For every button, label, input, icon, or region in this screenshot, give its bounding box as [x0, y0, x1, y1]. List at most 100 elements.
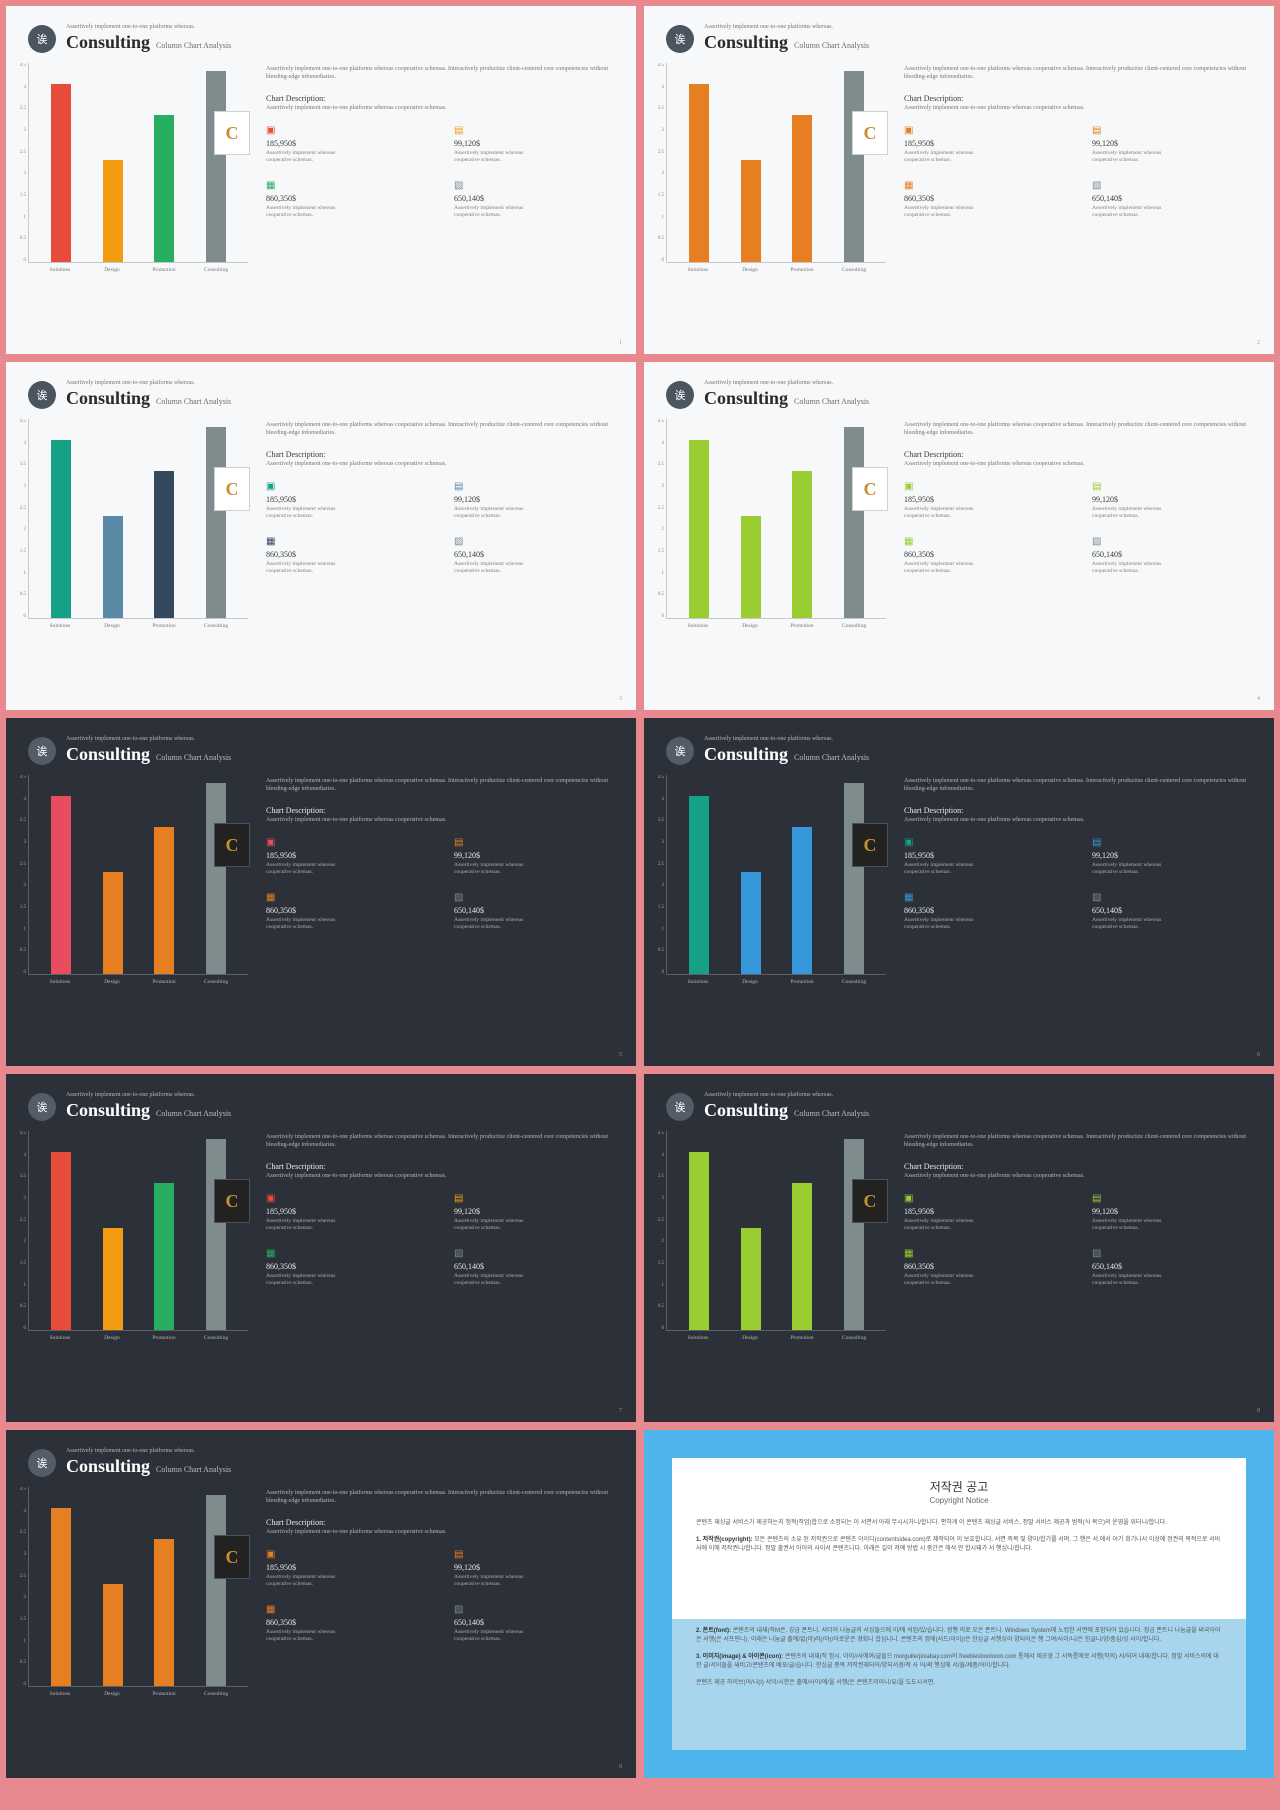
title-row: ConsultingColumn Chart Analysis	[704, 1100, 1252, 1121]
header-text: Assertively implement one-to-one platfor…	[704, 1092, 1252, 1121]
stat-item: ▦860,350$Assertively implement whereasco…	[266, 180, 426, 219]
chart-bar	[206, 1139, 226, 1330]
bar-wrap	[142, 827, 188, 974]
tagline: Assertively implement one-to-one platfor…	[66, 1448, 614, 1454]
bar-wrap	[193, 71, 239, 262]
chart-bar	[103, 1228, 123, 1330]
cert-badge-icon: C	[852, 467, 888, 511]
stat-line: Assertively implement whereas	[454, 1218, 614, 1225]
stat-line: cooperative schemas.	[454, 869, 614, 876]
slide-header: 诶Assertively implement one-to-one platfo…	[28, 380, 614, 409]
stat-value: 99,120$	[454, 1207, 614, 1216]
desc-text: Assertively implement one-to-one platfor…	[904, 105, 1252, 111]
tagline: Assertively implement one-to-one platfor…	[704, 24, 1252, 30]
title-row: ConsultingColumn Chart Analysis	[704, 744, 1252, 765]
stat-line: cooperative schemas.	[454, 1280, 614, 1287]
stat-icon: ▤	[1092, 125, 1252, 136]
stat-line: Assertively implement whereas	[266, 1273, 426, 1280]
slide-content: 4.543.532.521.510.50SolutionsDesignPromo…	[666, 775, 1252, 985]
desc-title: Chart Description:	[904, 450, 1252, 459]
stat-value: 650,140$	[454, 194, 614, 203]
y-axis-labels: 4.543.532.521.510.50	[16, 419, 26, 619]
stat-line: Assertively implement whereas	[454, 862, 614, 869]
stat-line: Assertively implement whereas	[904, 561, 1064, 568]
y-axis-labels: 4.543.532.521.510.50	[654, 1131, 664, 1331]
stat-icon: ▦	[266, 1248, 426, 1259]
stat-line: Assertively implement whereas	[266, 1574, 426, 1581]
stat-item: ▦860,350$Assertively implement whereasco…	[266, 892, 426, 931]
stat-line: cooperative schemas.	[454, 924, 614, 931]
desc-title: Chart Description:	[904, 806, 1252, 815]
header-text: Assertively implement one-to-one platfor…	[66, 24, 614, 53]
stat-value: 860,350$	[904, 906, 1064, 915]
stat-line: cooperative schemas.	[904, 1280, 1064, 1287]
stat-item: ▤99,120$Assertively implement whereascoo…	[454, 837, 614, 876]
chart-bar	[51, 440, 71, 618]
stat-value: 185,950$	[266, 495, 426, 504]
info-area: Assertively implement one-to-one platfor…	[266, 63, 614, 273]
title-row: ConsultingColumn Chart Analysis	[704, 388, 1252, 409]
header-badge-icon: 诶	[666, 1093, 694, 1121]
stat-line: Assertively implement whereas	[904, 1218, 1064, 1225]
x-axis-labels: SolutionsDesignPromotionConsulting	[666, 623, 886, 629]
stat-item: ▤99,120$Assertively implement whereascoo…	[454, 1549, 614, 1588]
stat-value: 650,140$	[454, 550, 614, 559]
stat-line: Assertively implement whereas	[904, 862, 1064, 869]
slide-header: 诶Assertively implement one-to-one platfo…	[28, 24, 614, 53]
stat-item: ▦860,350$Assertively implement whereasco…	[266, 536, 426, 575]
bar-wrap	[831, 427, 877, 618]
slide-content: 4.543.532.521.510.50SolutionsDesignPromo…	[666, 1131, 1252, 1341]
tagline: Assertively implement one-to-one platfor…	[704, 736, 1252, 742]
slide-title: Consulting	[66, 744, 150, 765]
stat-icon: ▧	[454, 1248, 614, 1259]
bar-wrap	[38, 1508, 84, 1686]
desc-text: Assertively implement one-to-one platfor…	[266, 105, 614, 111]
cert-badge-icon: C	[214, 823, 250, 867]
stat-line: cooperative schemas.	[266, 1280, 426, 1287]
column-chart	[28, 1131, 248, 1331]
desc-title: Chart Description:	[904, 94, 1252, 103]
chart-area: 4.543.532.521.510.50SolutionsDesignPromo…	[666, 775, 886, 985]
stat-item: ▧650,140$Assertively implement whereasco…	[1092, 180, 1252, 219]
stat-line: cooperative schemas.	[266, 513, 426, 520]
chart-bar	[844, 427, 864, 618]
chart-bar	[689, 84, 709, 262]
chart-slide: 诶Assertively implement one-to-one platfo…	[6, 1430, 636, 1778]
chart-area: 4.543.532.521.510.50SolutionsDesignPromo…	[28, 1487, 248, 1697]
bar-wrap	[193, 783, 239, 974]
y-axis-labels: 4.543.532.521.510.50	[654, 63, 664, 263]
stat-line: Assertively implement whereas	[1092, 561, 1252, 568]
stat-line: Assertively implement whereas	[266, 205, 426, 212]
stat-value: 860,350$	[904, 194, 1064, 203]
chart-slide: 诶Assertively implement one-to-one platfo…	[644, 6, 1274, 354]
copyright-para: 1. 저작권(copyright): 모든 콘텐츠의 소유 된 저작권으로 콘텐…	[696, 1536, 1222, 1554]
header-text: Assertively implement one-to-one platfor…	[704, 380, 1252, 409]
y-axis-labels: 4.543.532.521.510.50	[16, 1487, 26, 1687]
stat-line: cooperative schemas.	[266, 1636, 426, 1643]
stat-value: 185,950$	[266, 851, 426, 860]
x-axis-labels: SolutionsDesignPromotionConsulting	[28, 979, 248, 985]
stat-item: ▦860,350$Assertively implement whereasco…	[266, 1248, 426, 1287]
stat-value: 860,350$	[266, 194, 426, 203]
stat-value: 860,350$	[266, 1618, 426, 1627]
slide-content: 4.543.532.521.510.50SolutionsDesignPromo…	[28, 63, 614, 273]
stat-line: cooperative schemas.	[904, 212, 1064, 219]
stat-icon: ▣	[904, 1193, 1064, 1204]
stat-line: Assertively implement whereas	[1092, 150, 1252, 157]
bar-wrap	[38, 1152, 84, 1330]
tagline: Assertively implement one-to-one platfor…	[66, 1092, 614, 1098]
stats-grid: ▣185,950$Assertively implement whereasco…	[266, 1193, 614, 1288]
stat-item: ▧650,140$Assertively implement whereasco…	[1092, 1248, 1252, 1287]
stat-item: ▣185,950$Assertively implement whereasco…	[266, 837, 426, 876]
page-number: 3	[619, 696, 622, 702]
page-number: 1	[619, 340, 622, 346]
bar-wrap	[90, 516, 136, 618]
chart-slide: 诶 Assertively implement one-to-one platfo…	[644, 1074, 1274, 1422]
stat-line: Assertively implement whereas	[266, 561, 426, 568]
copyright-upper: 저작권 공고Copyright Notice콘텐츠 재싱글 서비스가 제공하는지…	[672, 1458, 1246, 1619]
stats-grid: ▣185,950$Assertively implement whereasco…	[904, 481, 1252, 576]
chart-area: 4.543.532.521.510.50SolutionsDesignPromo…	[28, 63, 248, 273]
stat-icon: ▦	[904, 1248, 1064, 1259]
stat-icon: ▧	[454, 536, 614, 547]
stat-item: ▦860,350$Assertively implement whereasco…	[904, 892, 1064, 931]
